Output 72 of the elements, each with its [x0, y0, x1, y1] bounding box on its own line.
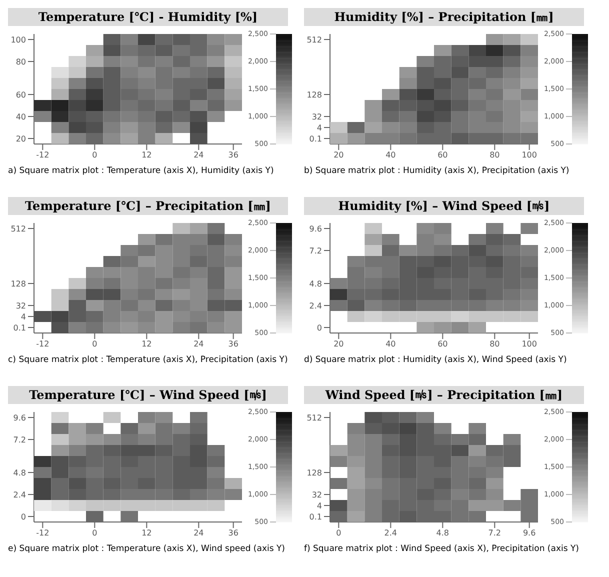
x-tick-label: 12	[142, 528, 152, 538]
y-tick-label: 0.1	[309, 512, 322, 522]
x-tick-label: 36	[228, 528, 238, 538]
x-tick-label: -12	[36, 340, 50, 349]
x-tick-label: 100	[522, 340, 537, 349]
y-tick-label: 7.2	[13, 435, 26, 444]
y-tick-label: 128	[306, 90, 322, 100]
x-tick-label: 12	[142, 340, 152, 349]
chart-title: Wind Speed [㎧] – Precipitation [㎜]	[304, 386, 584, 404]
x-tick-label: 100	[522, 150, 537, 160]
x-tick-label: 12	[142, 150, 152, 160]
chart-title: Humidity [%] – Wind Speed [㎧]	[304, 197, 584, 215]
x-tick-label: 40	[386, 150, 396, 160]
y-tick-label: 20	[16, 134, 26, 144]
x-tick-label: -12	[36, 150, 50, 160]
y-tick-label: 100	[10, 35, 26, 44]
y-tick-label: 32	[312, 112, 322, 122]
x-tick-label: 2.4	[384, 528, 398, 538]
x-tick-label: 0	[92, 150, 98, 160]
y-tick-label: 4.8	[13, 468, 26, 478]
x-tick-label: 4.8	[436, 528, 450, 538]
text: f) Square matrix plot : Wind Speed (axis X), Precipitation (axis Y)	[304, 544, 580, 554]
x-tick-label: 0	[336, 528, 342, 538]
y-tick-label: 40	[16, 112, 26, 122]
x-tick-label: 24	[194, 340, 204, 349]
chart-title: Temperature [℃] – Wind Speed [㎧]	[8, 386, 288, 404]
y-tick-label: 4	[20, 312, 26, 322]
text: a) Square matrix plot : Temperature (axis X), Humidity (axis Y)	[8, 166, 275, 176]
x-tick-label: 20	[334, 340, 344, 349]
y-tick-label: 0.1	[309, 134, 322, 144]
y-tick-label: 9.6	[309, 224, 322, 234]
x-tick-label: 60	[438, 340, 448, 349]
y-tick-label: 9.6	[13, 413, 26, 422]
x-tick-label: -12	[36, 528, 50, 538]
x-tick-label: 36	[228, 340, 238, 349]
y-tick-label: 4	[316, 123, 322, 132]
x-tick-label: 7.2	[488, 528, 502, 538]
text: e) Square matrix plot : Temperature (axis X), Wind speed (axis Y)	[8, 544, 286, 554]
y-tick-label: 7.2	[309, 246, 322, 256]
text: c) Square matrix plot : Temperature (axis X), Precipitation (axis Y)	[8, 355, 289, 365]
y-tick-label: 0	[20, 512, 26, 522]
x-tick-label: 24	[194, 528, 204, 538]
y-tick-label: 512	[10, 224, 26, 234]
y-tick-label: 128	[306, 468, 322, 478]
x-tick-label: 60	[438, 150, 448, 160]
y-tick-label: 128	[10, 279, 26, 288]
y-tick-label: 512	[306, 413, 322, 422]
chart-title: Humidity [%] – Precipitation [㎜]	[304, 8, 584, 26]
x-tick-label: 40	[386, 340, 396, 349]
y-tick-label: 0	[316, 323, 322, 332]
chart-title: Temperature [℃] – Precipitation [㎜]	[8, 197, 288, 215]
y-tick-label: 0.1	[13, 323, 26, 332]
text: d) Square matrix plot : Humidity (axis X), Wind Speed (axis Y)	[304, 355, 568, 365]
x-tick-label: 36	[228, 150, 238, 160]
text: b) Square matrix plot : Humidity (axis X), Precipitation (axis Y)	[304, 166, 570, 176]
y-tick-label: 32	[312, 490, 322, 500]
chart-title: Temperature [℃] - Humidity [%]	[8, 8, 288, 26]
x-tick-label: 24	[194, 150, 204, 160]
x-tick-label: 80	[490, 340, 500, 349]
y-tick-label: 4.8	[309, 279, 322, 288]
y-tick-label: 32	[16, 301, 26, 310]
y-tick-label: 80	[16, 57, 26, 66]
x-tick-label: 9.6	[522, 528, 536, 538]
y-tick-label: 2.4	[309, 301, 322, 310]
x-tick-label: 20	[334, 150, 344, 160]
y-tick-label: 60	[16, 90, 26, 100]
y-tick-label: 2.4	[13, 490, 26, 500]
x-tick-label: 0	[92, 528, 98, 538]
y-tick-label: 4	[316, 501, 322, 510]
y-tick-label: 512	[306, 35, 322, 44]
x-tick-label: 80	[490, 150, 500, 160]
x-tick-label: 0	[92, 340, 98, 349]
